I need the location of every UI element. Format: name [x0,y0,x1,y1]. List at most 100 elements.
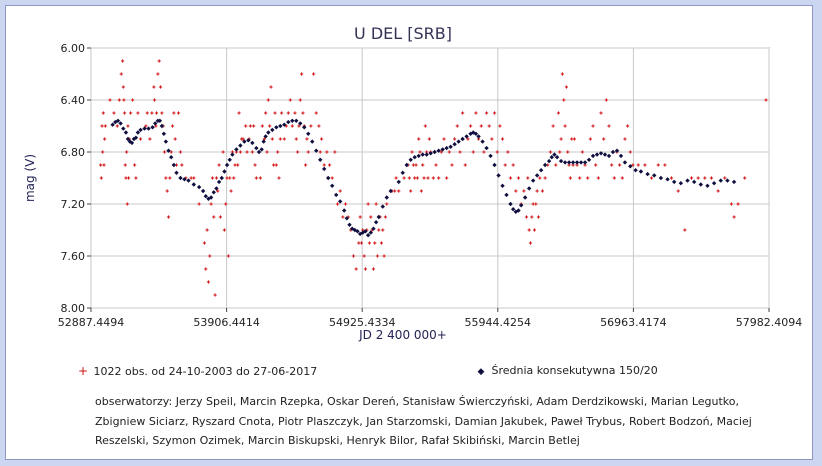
observation-point [572,137,576,141]
observation-point [238,150,242,154]
average-point [318,157,323,162]
average-point [698,182,704,187]
observation-point [152,98,157,102]
average-point [574,160,580,165]
average-point [363,229,368,234]
average-point [590,153,596,159]
observation-point [683,228,687,232]
observation-point [548,150,553,154]
average-point [371,226,376,231]
average-point [658,175,664,181]
observation-point [132,163,137,167]
observation-point [466,137,470,141]
observation-point [206,280,211,284]
average-point [182,177,187,182]
observation-point [252,124,256,128]
average-point [171,162,177,168]
observation-point [265,150,269,154]
average-point [552,152,557,157]
observation-point [154,111,159,115]
average-point [705,183,710,188]
average-point [256,149,262,155]
average-point [542,162,548,168]
observation-point [580,150,584,154]
observation-point [264,111,268,115]
observation-point [121,85,125,89]
average-point [476,134,481,139]
observation-point [358,215,362,219]
observation-point [317,124,321,128]
observation-point [381,228,385,232]
average-point [638,169,644,174]
average-point [412,155,417,160]
average-point [440,147,445,152]
average-point [691,179,697,185]
observation-point [415,176,419,180]
observation-point [450,163,454,167]
observation-point [551,124,555,128]
average-point [146,126,151,131]
average-point [224,162,230,168]
observation-point [535,189,539,193]
observation-point [410,150,414,154]
observation-point [562,98,566,102]
average-point [298,121,303,126]
average-point [424,152,429,157]
observation-point [293,111,297,115]
average-point [131,136,137,142]
observation-point [168,176,172,180]
legend-average-label: Średnia konsekutywna 150/20 [491,364,658,377]
average-point [227,157,232,162]
observation-point [258,176,262,180]
observers-names: Jerzy Speil, Marcin Rzepka, Oskar Dereń,… [95,395,752,447]
observation-point [245,150,249,154]
observation-point [643,163,647,167]
observation-point [543,176,547,180]
light-curve-chart: U DEL [SRB] 6.00 6.40 6.80 7.20 7.60 8.00 528… [23,24,802,342]
average-point [373,220,379,225]
observation-point [402,176,406,180]
observation-point [729,202,734,206]
chart-title: U DEL [SRB] [354,24,452,43]
observation-point [100,124,104,128]
observation-point [382,254,386,258]
observation-point [421,163,425,167]
average-point [118,121,123,126]
observation-point [419,189,423,193]
observation-point [343,202,348,206]
observation-point [148,137,152,141]
observation-point [498,124,502,128]
average-point [526,186,532,191]
observation-point [471,150,475,154]
observation-point [669,176,674,180]
average-point [522,195,528,200]
average-point [400,170,405,175]
observation-point [158,85,163,89]
x-tick-label: 53906.4414 [193,316,259,329]
observation-point [564,85,569,89]
average-point [168,155,174,160]
observation-point [500,137,505,141]
average-point [200,188,206,194]
observation-point [568,176,573,180]
observation-point [122,98,126,102]
observation-point [319,137,324,141]
plot-area [90,47,770,309]
observation-point [126,176,131,180]
average-point [578,160,584,165]
average-point [270,127,275,133]
average-point [546,158,552,164]
observation-point [458,150,462,154]
average-point [416,153,421,159]
observation-point [736,202,740,206]
observation-point [586,176,590,180]
average-point [484,145,489,151]
observation-point [180,163,184,167]
observation-point [125,202,129,206]
average-point [725,178,730,183]
observation-point [286,111,290,115]
observation-point [244,124,248,128]
observation-point [314,111,318,115]
observation-point [709,176,714,180]
observation-point [278,137,282,141]
